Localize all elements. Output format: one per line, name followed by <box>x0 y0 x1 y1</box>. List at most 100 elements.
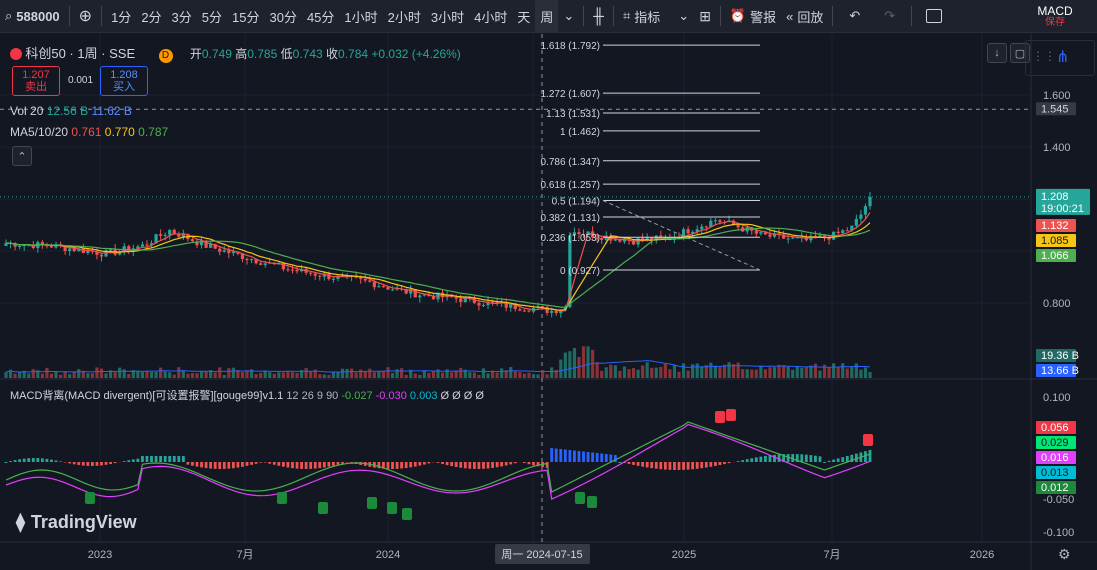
volume-ma-tag: 13.66 B <box>1041 365 1079 377</box>
templates-button[interactable]: ⊞ <box>694 0 716 33</box>
undo-button[interactable]: ↶ <box>837 0 872 33</box>
macd-histogram-bar <box>168 456 172 462</box>
candles-icon: ╫ <box>593 7 604 25</box>
sell-button[interactable]: 1.207 卖出 <box>12 66 60 96</box>
volume-bar <box>704 364 708 378</box>
macd-histogram-bar <box>159 456 163 462</box>
interval-dropdown-button[interactable]: ⌄ <box>558 0 579 33</box>
fullscreen-button[interactable] <box>916 0 952 33</box>
volume-bar <box>240 372 245 378</box>
toolbar-divider <box>911 6 913 26</box>
alert-button[interactable]: ⏰ 警报 <box>725 0 781 33</box>
candle-body <box>736 224 740 228</box>
interval-button[interactable]: 15分 <box>232 9 260 25</box>
volume-bar <box>850 367 854 378</box>
candle-body <box>263 263 267 265</box>
macd-histogram-bar <box>513 462 517 464</box>
indicators-button[interactable]: ⌗ 指标 <box>618 0 665 33</box>
macd-histogram-bar <box>718 462 722 466</box>
volume-bar <box>841 363 845 378</box>
macd-histogram-bar <box>95 462 99 466</box>
chart-type-button[interactable]: ╫ <box>588 0 609 33</box>
macd-histogram-bar <box>91 462 94 466</box>
candle-body <box>822 235 827 238</box>
macd-value-tag-bg <box>1036 451 1076 464</box>
macd-histogram-bar <box>850 454 854 462</box>
volume-bar <box>554 369 558 378</box>
layout-name-badge[interactable]: MACD 保存 <box>1013 0 1097 33</box>
interval-button[interactable]: 1分 <box>111 9 132 25</box>
ma-legend[interactable]: MA5/10/20 0.761 0.770 0.787 <box>10 125 168 139</box>
macd-histogram-bar <box>72 462 76 465</box>
volume-tag-bg <box>1036 349 1076 362</box>
volume-legend[interactable]: Vol 20 12.56 B 11.62 B <box>10 104 132 118</box>
macd-legend[interactable]: MACD背离(MACD divergent)[可设置报警][gouge99]v1… <box>10 387 484 403</box>
divergence-marker <box>726 409 736 421</box>
volume-bar <box>231 367 235 378</box>
interval-button[interactable]: 45分 <box>306 9 335 25</box>
candle-body <box>641 238 645 241</box>
open-value: 0.749 <box>201 47 232 61</box>
volume-bar <box>99 368 104 378</box>
volume-bar <box>627 369 631 378</box>
candle-body <box>618 238 622 242</box>
macd-histogram-bar <box>454 462 458 467</box>
macd-histogram-bar <box>591 452 595 462</box>
candle-body <box>550 310 554 313</box>
buy-button[interactable]: 1.208 买入 <box>100 66 148 96</box>
object-tree-panel[interactable]: ⋮⋮ ⋔ <box>1025 40 1095 76</box>
scroll-down-button[interactable]: ↓ <box>987 43 1007 63</box>
interval-button[interactable]: 2小时 <box>387 9 421 25</box>
indicators-dropdown[interactable]: ⌄ <box>673 0 694 33</box>
candle-body <box>854 218 858 226</box>
high-value: 0.785 <box>247 47 278 61</box>
volume-bar <box>359 369 363 378</box>
volume-bar <box>354 372 358 378</box>
candle-body <box>595 237 599 239</box>
interval-button[interactable]: 2分 <box>141 9 162 25</box>
divergence-marker <box>318 502 328 514</box>
macd-histogram-bar <box>59 461 62 462</box>
candle-body <box>581 234 586 236</box>
volume-bar <box>27 373 31 378</box>
candle-body <box>841 230 845 234</box>
candle-body <box>409 289 413 294</box>
collapse-legend-button[interactable]: ⌃ <box>12 146 32 166</box>
add-symbol-button[interactable]: ⊕ <box>74 0 97 33</box>
interval-button[interactable]: 天 <box>517 9 531 25</box>
interval-button[interactable]: 3小时 <box>430 9 465 25</box>
candle-body <box>504 302 508 308</box>
redo-button[interactable]: ↷ <box>872 0 907 33</box>
interval-button[interactable]: 4小时 <box>474 9 508 25</box>
candle-body <box>168 229 172 235</box>
interval-button[interactable]: 3分 <box>171 9 192 25</box>
volume-bar <box>540 370 545 378</box>
interval-button[interactable]: 30分 <box>269 9 297 25</box>
macd-histogram-bar <box>709 462 713 467</box>
macd-histogram-bar <box>441 462 444 465</box>
candle-body <box>359 277 363 279</box>
macd-histogram-bar <box>104 462 108 465</box>
volume-bar <box>145 370 149 378</box>
macd-histogram-bar <box>632 462 635 465</box>
candle-body <box>759 232 763 234</box>
candle-body <box>127 246 131 252</box>
volume-tag: 19.36 B <box>1041 350 1079 362</box>
volume-bar <box>791 369 795 378</box>
interval-button[interactable]: 1小时 <box>344 9 378 25</box>
macd-histogram-bar <box>227 462 231 469</box>
chart-canvas[interactable]: 1.618 (1.792) 1.272 (1.607) 1.13 (1.531) 1 … <box>0 34 1097 570</box>
symbol-search[interactable]: ⌕ 588000 <box>0 0 65 33</box>
settings-gear-icon[interactable]: ⚙ <box>1058 546 1071 562</box>
volume-bar <box>800 367 804 378</box>
interval-button[interactable]: 周 <box>535 0 559 33</box>
delay-badge[interactable]: D <box>158 49 173 63</box>
volume-bar <box>58 374 63 378</box>
interval-button[interactable]: 5分 <box>201 9 223 25</box>
candle-body <box>481 305 486 307</box>
volume-bar <box>340 368 345 378</box>
symbol-title[interactable]: 科创50 · 1周 · SSE <box>25 46 136 61</box>
volume-bar <box>440 372 445 378</box>
replay-button[interactable]: « 回放 <box>781 0 828 33</box>
macd-histogram-bar <box>295 462 299 469</box>
